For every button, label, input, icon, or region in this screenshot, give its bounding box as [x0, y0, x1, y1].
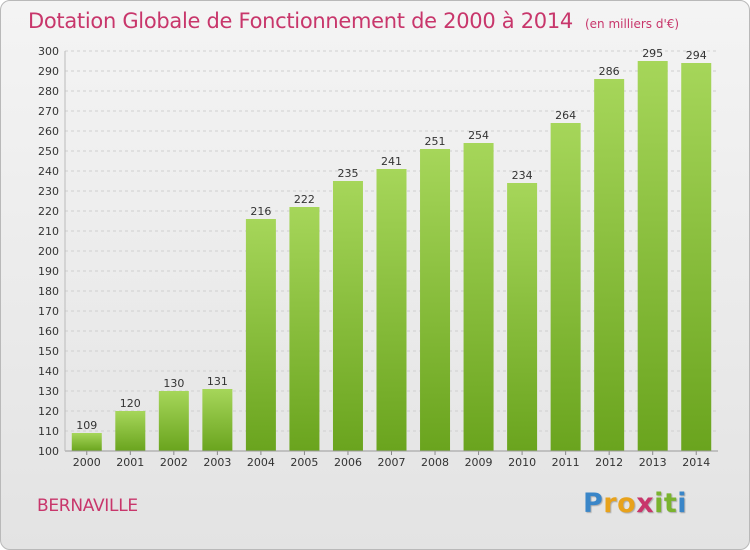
y-tick-label: 230	[38, 185, 59, 198]
bar-2004	[245, 219, 276, 451]
x-tick-label: 2009	[465, 456, 493, 469]
logo-letter: i	[677, 488, 688, 519]
x-tick-label: 2012	[595, 456, 623, 469]
bar-2009	[463, 143, 494, 451]
y-tick-label: 110	[38, 425, 59, 438]
data-label: 251	[425, 135, 446, 148]
bar-2013	[637, 61, 668, 451]
x-tick-label: 2008	[421, 456, 449, 469]
y-tick-label: 170	[38, 305, 59, 318]
logo-letter: r	[603, 488, 618, 519]
y-tick-label: 130	[38, 385, 59, 398]
bar-2008	[420, 149, 451, 451]
x-tick-label: 2014	[682, 456, 710, 469]
data-label: 234	[512, 169, 533, 182]
data-label: 216	[250, 205, 271, 218]
y-tick-label: 250	[38, 145, 59, 158]
data-label: 295	[642, 47, 663, 60]
chart-subtitle: (en milliers d'€)	[584, 17, 680, 31]
x-tick-label: 2005	[290, 456, 318, 469]
y-tick-label: 140	[38, 365, 59, 378]
data-label: 120	[120, 397, 141, 410]
logo-letter: i	[654, 488, 664, 519]
logo-letter: x	[636, 488, 655, 519]
bar-2010	[507, 183, 538, 451]
chart-title: Dotation Globale de Fonctionnement de 20…	[28, 9, 573, 33]
data-label: 235	[337, 167, 358, 180]
y-tick-label: 260	[38, 125, 59, 138]
proxiti-logo[interactable]: Proxiti	[583, 488, 687, 519]
y-axis-ticks: 100 110 120 130 140 150 160 170 180 190 200 210 220 2…	[38, 45, 59, 458]
x-tick-label: 2003	[203, 456, 231, 469]
x-tick-label: 2002	[160, 456, 188, 469]
y-tick-label: 220	[38, 205, 59, 218]
x-tick-label: 2010	[508, 456, 536, 469]
data-label: 286	[599, 65, 620, 78]
x-axis-ticks: 2000 2001 2002 2003 2004 2005 2006 2007 2008 2009…	[73, 451, 710, 469]
bar-2001	[115, 411, 146, 451]
axes	[64, 51, 718, 452]
bar-2000	[71, 433, 102, 451]
logo-letter: t	[663, 488, 678, 519]
bar-2007	[376, 169, 407, 451]
y-tick-label: 280	[38, 85, 59, 98]
y-tick-label: 270	[38, 105, 59, 118]
y-tick-label: 240	[38, 165, 59, 178]
y-tick-label: 180	[38, 285, 59, 298]
x-tick-label: 2006	[334, 456, 362, 469]
bar-2011	[550, 123, 581, 451]
x-tick-label: 2000	[73, 456, 101, 469]
y-tick-label: 160	[38, 325, 59, 338]
chart-title-line: Dotation Globale de Fonctionnement de 20…	[28, 9, 679, 33]
bar-2006	[332, 181, 363, 451]
bar-2005	[289, 207, 320, 451]
y-tick-label: 100	[38, 445, 59, 458]
x-tick-label: 2007	[378, 456, 406, 469]
data-label: 294	[686, 49, 707, 62]
place-name: BERNAVILLE	[37, 496, 138, 516]
y-tick-label: 150	[38, 345, 59, 358]
data-label: 241	[381, 155, 402, 168]
y-tick-label: 200	[38, 245, 59, 258]
x-tick-label: 2011	[552, 456, 580, 469]
data-label: 130	[163, 377, 184, 390]
y-tick-label: 210	[38, 225, 59, 238]
data-labels: 109 120 130 131 216 222 235 241 251 254 234 264 286 2…	[76, 47, 706, 432]
bar-2003	[202, 389, 233, 451]
data-label: 109	[76, 419, 97, 432]
data-label: 131	[207, 375, 228, 388]
y-tick-label: 120	[38, 405, 59, 418]
y-tick-label: 300	[38, 45, 59, 58]
bar-2012	[594, 79, 625, 451]
x-tick-label: 2013	[639, 456, 667, 469]
x-tick-label: 2004	[247, 456, 275, 469]
logo-letter: P	[583, 488, 604, 519]
bar-2014	[681, 63, 712, 451]
x-tick-label: 2001	[116, 456, 144, 469]
bars	[71, 61, 712, 451]
y-tick-label: 190	[38, 265, 59, 278]
y-tick-label: 290	[38, 65, 59, 78]
data-label: 264	[555, 109, 576, 122]
data-label: 254	[468, 129, 489, 142]
data-label: 222	[294, 193, 315, 206]
logo-letter: o	[617, 488, 637, 519]
bar-2002	[158, 391, 189, 451]
